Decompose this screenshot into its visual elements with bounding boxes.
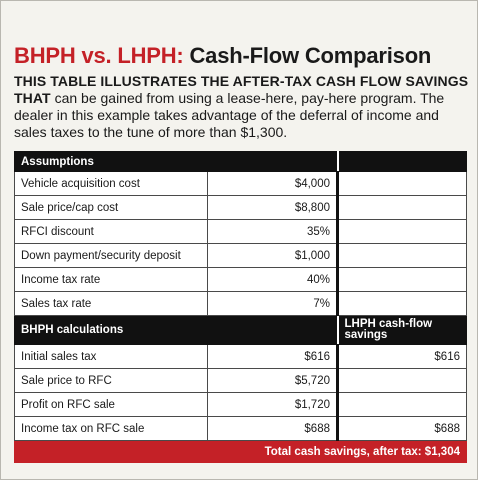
lhph-value <box>336 392 467 417</box>
bhph-value: $5,720 <box>207 368 338 393</box>
table-row: RFCI discount 35% <box>14 219 467 244</box>
page-title: BHPH vs. LHPH: Cash-Flow Comparison <box>14 43 431 69</box>
lhph-value <box>336 368 467 393</box>
row-label: Income tax on RFC sale <box>14 416 208 441</box>
total-row: Total cash savings, after tax: $1,304 <box>14 440 467 463</box>
lhph-value: $616 <box>336 344 467 369</box>
intro-body: can be gained from using a lease-here, p… <box>14 90 445 140</box>
assumptions-header-row: Assumptions <box>14 151 467 172</box>
bhph-header: BHPH calculations <box>14 315 338 345</box>
empty-cell <box>336 243 467 268</box>
row-label: RFCI discount <box>14 219 208 244</box>
title-highlight: BHPH vs. LHPH: <box>14 43 184 68</box>
empty-cell <box>336 195 467 220</box>
lhph-value: $688 <box>336 416 467 441</box>
row-value: $8,800 <box>207 195 338 220</box>
row-label: Initial sales tax <box>14 344 208 369</box>
bhph-value: $616 <box>207 344 338 369</box>
table-row: Sale price/cap cost $8,800 <box>14 195 467 220</box>
row-label: Sale price/cap cost <box>14 195 208 220</box>
table-row: Vehicle acquisition cost $4,000 <box>14 171 467 196</box>
cash-flow-table: Assumptions Vehicle acquisition cost $4,… <box>14 151 467 463</box>
total-savings: Total cash savings, after tax: $1,304 <box>14 440 467 463</box>
row-value: 35% <box>207 219 338 244</box>
assumptions-header: Assumptions <box>14 151 338 172</box>
table-row: Income tax on RFC sale $688 $688 <box>14 416 467 441</box>
row-value: 40% <box>207 267 338 292</box>
header-spacer <box>336 151 467 172</box>
row-label: Vehicle acquisition cost <box>14 171 208 196</box>
table-row: Income tax rate 40% <box>14 267 467 292</box>
empty-cell <box>336 171 467 196</box>
empty-cell <box>336 291 467 316</box>
table-row: Initial sales tax $616 $616 <box>14 344 467 369</box>
row-value: $4,000 <box>207 171 338 196</box>
row-label: Sales tax rate <box>14 291 208 316</box>
empty-cell <box>336 219 467 244</box>
row-value: 7% <box>207 291 338 316</box>
calculations-header-row: BHPH calculations LHPH cash-flow savings <box>14 315 467 345</box>
row-label: Down payment/security deposit <box>14 243 208 268</box>
empty-cell <box>336 267 467 292</box>
row-value: $1,000 <box>207 243 338 268</box>
intro-paragraph: THIS TABLE ILLUSTRATES THE AFTER-TAX CAS… <box>14 73 469 141</box>
row-label: Sale price to RFC <box>14 368 208 393</box>
title-rest: Cash-Flow Comparison <box>189 43 432 68</box>
bhph-value: $688 <box>207 416 338 441</box>
table-row: Down payment/security deposit $1,000 <box>14 243 467 268</box>
row-label: Income tax rate <box>14 267 208 292</box>
table-row: Sale price to RFC $5,720 <box>14 368 467 393</box>
lhph-header: LHPH cash-flow savings <box>336 315 467 345</box>
bhph-value: $1,720 <box>207 392 338 417</box>
table-row: Profit on RFC sale $1,720 <box>14 392 467 417</box>
row-label: Profit on RFC sale <box>14 392 208 417</box>
table-row: Sales tax rate 7% <box>14 291 467 316</box>
intro-lead: THIS TABLE ILLUSTRATES THE AFTER-TAX CAS… <box>14 73 469 106</box>
